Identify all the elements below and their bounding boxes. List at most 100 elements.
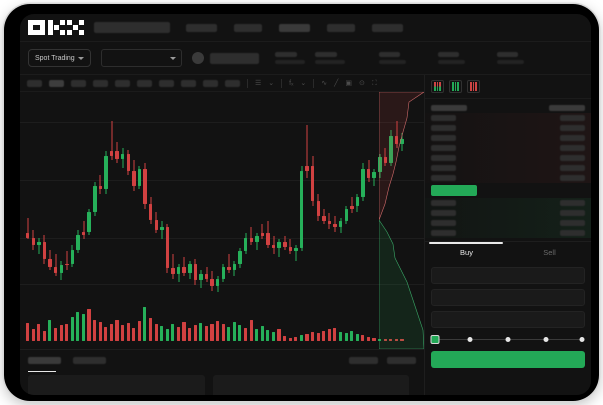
orderbook-view-both-icon[interactable] [431, 80, 444, 93]
volume-bar [171, 324, 175, 341]
stat-label [314, 52, 337, 57]
orderbook-ask-row[interactable] [425, 143, 591, 153]
orders-card-2[interactable] [213, 375, 409, 395]
orderbook-ask-row[interactable] [425, 123, 591, 133]
timeframe-3[interactable] [71, 79, 86, 87]
orderbook-bid-row[interactable] [425, 208, 591, 218]
timeframe-5[interactable] [115, 79, 130, 87]
buy-sell-tabs: Buy Sell [425, 241, 591, 262]
volume-bar [81, 314, 85, 341]
amount-input[interactable] [431, 289, 585, 306]
stat-value [314, 59, 345, 64]
line-tool-icon[interactable]: ∿ [321, 79, 328, 87]
nav-item-2[interactable] [234, 23, 262, 32]
slider-stop-75[interactable] [543, 336, 549, 342]
candlestick [355, 110, 360, 300]
timeframe-4[interactable] [93, 79, 108, 87]
volume-bar [115, 320, 119, 341]
nav-item-3[interactable] [279, 23, 310, 32]
orderbook-last-price [431, 185, 477, 196]
slider-handle[interactable] [430, 334, 440, 344]
device-screen: Spot Trading [20, 14, 591, 395]
bid-amount [560, 230, 585, 236]
pair-select-dropdown[interactable] [100, 49, 182, 67]
candlestick [338, 110, 343, 300]
timeframe-2[interactable] [49, 79, 64, 87]
candlestick [148, 110, 153, 300]
chart-type-chevron-icon[interactable]: ⌄ [268, 79, 275, 87]
volume-bar [400, 339, 404, 341]
slider-stop-50[interactable] [505, 336, 511, 342]
spot-trading-dropdown[interactable]: Spot Trading [28, 49, 91, 67]
volume-bar [132, 327, 136, 341]
orderbook-ask-row[interactable] [425, 173, 591, 183]
orderbook-bid-row[interactable] [425, 228, 591, 238]
orderbook-ask-row[interactable] [425, 163, 591, 173]
candlestick [271, 110, 276, 300]
camera-icon[interactable]: ▣ [345, 79, 352, 87]
orderbook-ask-row[interactable] [425, 133, 591, 143]
timeframe-1[interactable] [27, 79, 42, 87]
candlestick [383, 110, 388, 300]
okx-logo[interactable] [28, 20, 84, 35]
candlestick [37, 110, 41, 300]
fullscreen-icon[interactable]: ⛶ [371, 79, 377, 87]
orderbook-view-bids-icon[interactable] [449, 80, 462, 93]
orderbook-bid-row[interactable] [425, 198, 591, 208]
slider-stop-100[interactable] [579, 336, 585, 342]
chart-type-icon[interactable]: ☰ [255, 79, 262, 87]
nav-item-4[interactable] [327, 23, 355, 32]
price-input[interactable] [431, 267, 585, 284]
candlestick [160, 110, 164, 300]
candlestick [199, 110, 203, 300]
volume-bar [188, 327, 192, 341]
orders-actions [349, 357, 416, 364]
chart-toolbar: ☰ ⌄ fₓ ⌄ ∿ ╱ ▣ ⊙ ⛶ [20, 75, 424, 92]
orders-tab-2[interactable] [73, 357, 106, 364]
indicators-icon[interactable]: fₓ [289, 79, 294, 87]
place-buy-order-button[interactable] [431, 351, 585, 368]
tab-buy[interactable]: Buy [460, 248, 473, 257]
orderbook-ask-row[interactable] [425, 113, 591, 123]
volume-bar [260, 325, 264, 341]
price-chart[interactable] [20, 92, 424, 349]
candlestick [221, 110, 226, 300]
timeframe-9[interactable] [203, 79, 218, 87]
search-input[interactable] [94, 22, 170, 33]
candlestick [327, 110, 332, 300]
orders-action-1[interactable] [349, 357, 378, 364]
candlestick [115, 110, 119, 300]
orders-card-1[interactable] [28, 375, 205, 395]
slider-stop-25[interactable] [467, 336, 473, 342]
total-input[interactable] [431, 311, 585, 328]
candlestick [210, 110, 214, 300]
settings-icon[interactable]: ⊙ [359, 79, 365, 87]
timeframe-10[interactable] [225, 79, 240, 87]
pencil-icon[interactable]: ╱ [334, 79, 339, 87]
amount-percent-slider[interactable] [430, 332, 585, 346]
indicators-chevron-icon[interactable]: ⌄ [300, 79, 307, 87]
nav-item-1[interactable] [186, 23, 217, 32]
ticker-stat-4 [437, 52, 465, 64]
timeframe-6[interactable] [137, 79, 152, 87]
candlestick [48, 110, 52, 300]
orderbook-bid-row[interactable] [425, 218, 591, 228]
orderbook-view-asks-icon[interactable] [467, 80, 480, 93]
orders-tab-1[interactable] [28, 357, 61, 364]
orders-action-2[interactable] [387, 357, 416, 364]
gridline [20, 122, 424, 123]
volume-bar [394, 339, 398, 341]
volume-bar [176, 326, 180, 341]
bid-price [431, 200, 456, 206]
nav-item-5[interactable] [372, 23, 403, 32]
candlestick [70, 110, 75, 300]
pair-display[interactable] [191, 52, 259, 64]
orderbook-ask-row[interactable] [425, 153, 591, 163]
candlestick [204, 110, 209, 300]
candlestick [266, 110, 270, 300]
tab-sell[interactable]: Sell [543, 248, 556, 257]
timeframe-8[interactable] [181, 79, 196, 87]
bid-amount [560, 210, 585, 216]
timeframe-7[interactable] [159, 79, 174, 87]
